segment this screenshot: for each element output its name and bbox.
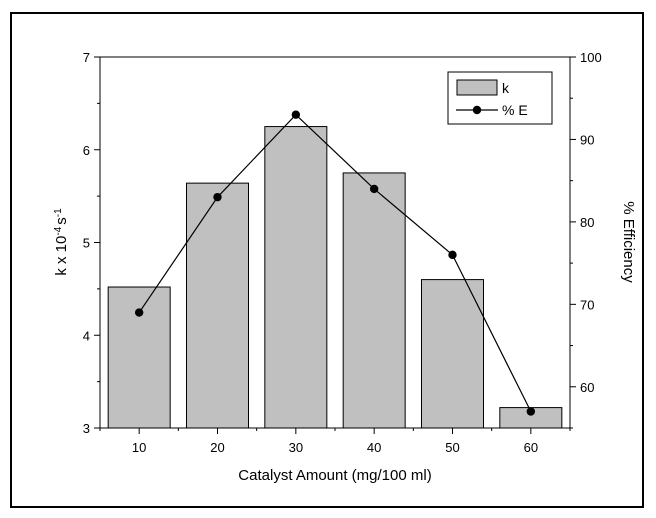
x-axis-title: Catalyst Amount (mg/100 ml) bbox=[238, 467, 431, 484]
bar-10 bbox=[107, 286, 171, 429]
efficiency-point-40 bbox=[369, 184, 379, 194]
legend-marker-e bbox=[472, 105, 482, 115]
y-right-tick-label-80: 80 bbox=[580, 215, 594, 230]
bar-20 bbox=[186, 182, 249, 429]
x-tick-label-30: 30 bbox=[289, 440, 303, 455]
efficiency-line-layer bbox=[134, 110, 536, 416]
bars-layer bbox=[107, 126, 563, 429]
y-left-prefix: k x 10 bbox=[53, 236, 70, 276]
y-left-tick-label-5: 5 bbox=[83, 236, 90, 251]
y-left-sup2: -1 bbox=[53, 208, 64, 217]
x-tick-label-50: 50 bbox=[445, 440, 459, 455]
y-left-sup1: -4 bbox=[53, 226, 64, 235]
x-tick-label-20: 20 bbox=[210, 440, 224, 455]
bar-30 bbox=[264, 126, 328, 429]
y-right-tick-label-60: 60 bbox=[580, 380, 594, 395]
y-right-tick-label-90: 90 bbox=[580, 132, 594, 147]
y-right-tick-label-70: 70 bbox=[580, 297, 594, 312]
efficiency-point-50 bbox=[448, 250, 457, 260]
legend-swatch-k bbox=[456, 79, 498, 96]
efficiency-point-20 bbox=[213, 192, 222, 202]
y-right-tick-label-100: 100 bbox=[580, 50, 602, 65]
legend: k % E bbox=[447, 71, 553, 125]
bar-50 bbox=[421, 279, 484, 429]
bar-40 bbox=[342, 172, 406, 429]
efficiency-point-30 bbox=[291, 110, 301, 119]
efficiency-point-10 bbox=[134, 308, 144, 317]
y-left-mid: s bbox=[53, 217, 70, 225]
y-left-tick-label-6: 6 bbox=[83, 143, 90, 158]
y-axis-title-right: % Efficiency bbox=[620, 201, 637, 283]
y-left-tick-label-7: 7 bbox=[83, 50, 90, 65]
y-axis-title-left: k x 10-4s-1 bbox=[53, 208, 71, 276]
x-tick-label-10: 10 bbox=[132, 440, 146, 455]
y-left-tick-label-3: 3 bbox=[83, 421, 90, 436]
legend-label-e: % E bbox=[502, 102, 528, 118]
y-left-tick-label-4: 4 bbox=[83, 328, 90, 343]
efficiency-line bbox=[138, 113, 532, 412]
x-tick-label-60: 60 bbox=[524, 440, 538, 455]
efficiency-point-60 bbox=[526, 407, 536, 416]
axes-layer: 10 20 30 40 50 60 3 4 5 6 7 60 70 80 90 100 bbox=[83, 50, 602, 455]
legend-label-k: k bbox=[502, 80, 510, 96]
x-tick-label-40: 40 bbox=[367, 440, 381, 455]
